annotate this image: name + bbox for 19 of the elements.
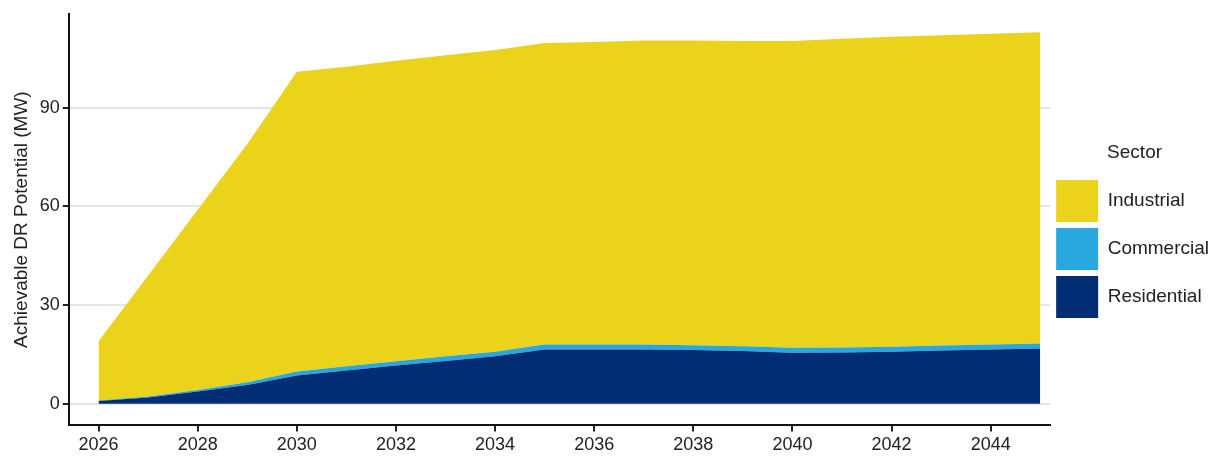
x-tick-label: 2036 (574, 434, 615, 455)
legend-label: Residential (1107, 285, 1202, 307)
x-tick-label: 2028 (177, 434, 218, 455)
legend-title: Sector (1107, 140, 1163, 162)
legend-label: Commercial (1107, 237, 1210, 259)
x-tick-label: 2032 (375, 434, 416, 455)
y-tick-label: 0 (49, 392, 60, 413)
x-tick-label: 2026 (78, 434, 119, 455)
x-tick-label: 2038 (673, 434, 714, 455)
x-tick-label: 2034 (475, 434, 516, 455)
x-tick-label: 2042 (871, 434, 912, 455)
y-axis-title: Achievable DR Potential (MW) (9, 91, 31, 348)
x-tick-label: 2044 (970, 434, 1011, 455)
x-tick-label: 2040 (772, 434, 813, 455)
y-tick-label: 90 (39, 96, 60, 117)
legend-label: Industrial (1107, 189, 1185, 211)
x-tick-label: 2030 (276, 434, 317, 455)
y-tick-label: 60 (39, 195, 60, 216)
y-tick-label: 30 (39, 294, 60, 315)
